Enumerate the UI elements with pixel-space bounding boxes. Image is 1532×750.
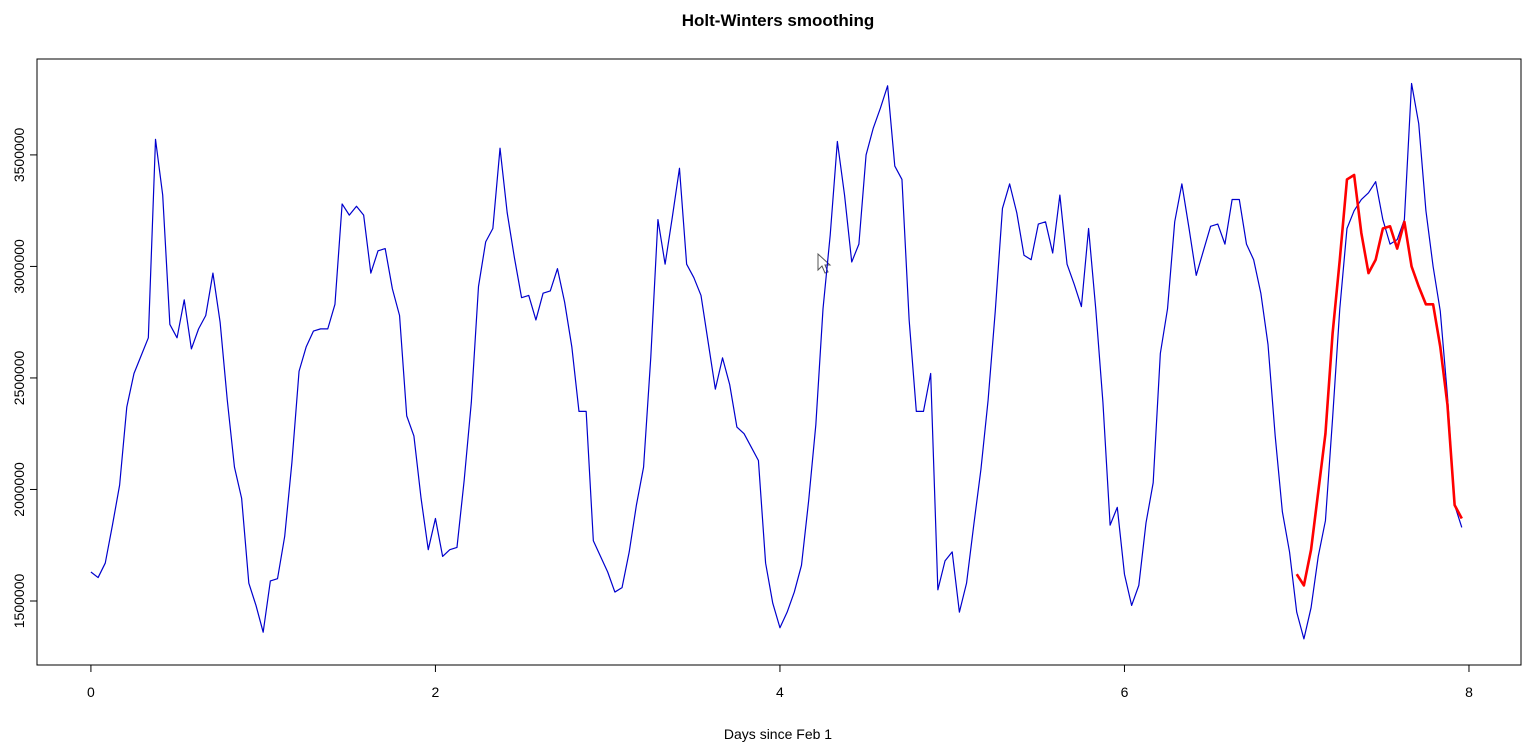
- x-tick-label: 4: [776, 684, 784, 700]
- x-tick-label: 2: [432, 684, 440, 700]
- y-tick-label: 2000000: [11, 462, 27, 517]
- x-axis-label: Days since Feb 1: [724, 726, 832, 742]
- y-tick-label: 2500000: [11, 350, 27, 405]
- y-tick-label: 1500000: [11, 574, 27, 629]
- y-tick-label: 3500000: [11, 127, 27, 182]
- chart-title: Holt-Winters smoothing: [682, 11, 875, 30]
- plot-box: [36, 58, 1522, 666]
- x-tick-label: 8: [1465, 684, 1473, 700]
- x-tick-label: 6: [1121, 684, 1129, 700]
- y-tick-label: 3000000: [11, 239, 27, 294]
- series-line: [1295, 173, 1463, 587]
- x-tick-label: 0: [87, 684, 95, 700]
- series-line: [90, 82, 1463, 640]
